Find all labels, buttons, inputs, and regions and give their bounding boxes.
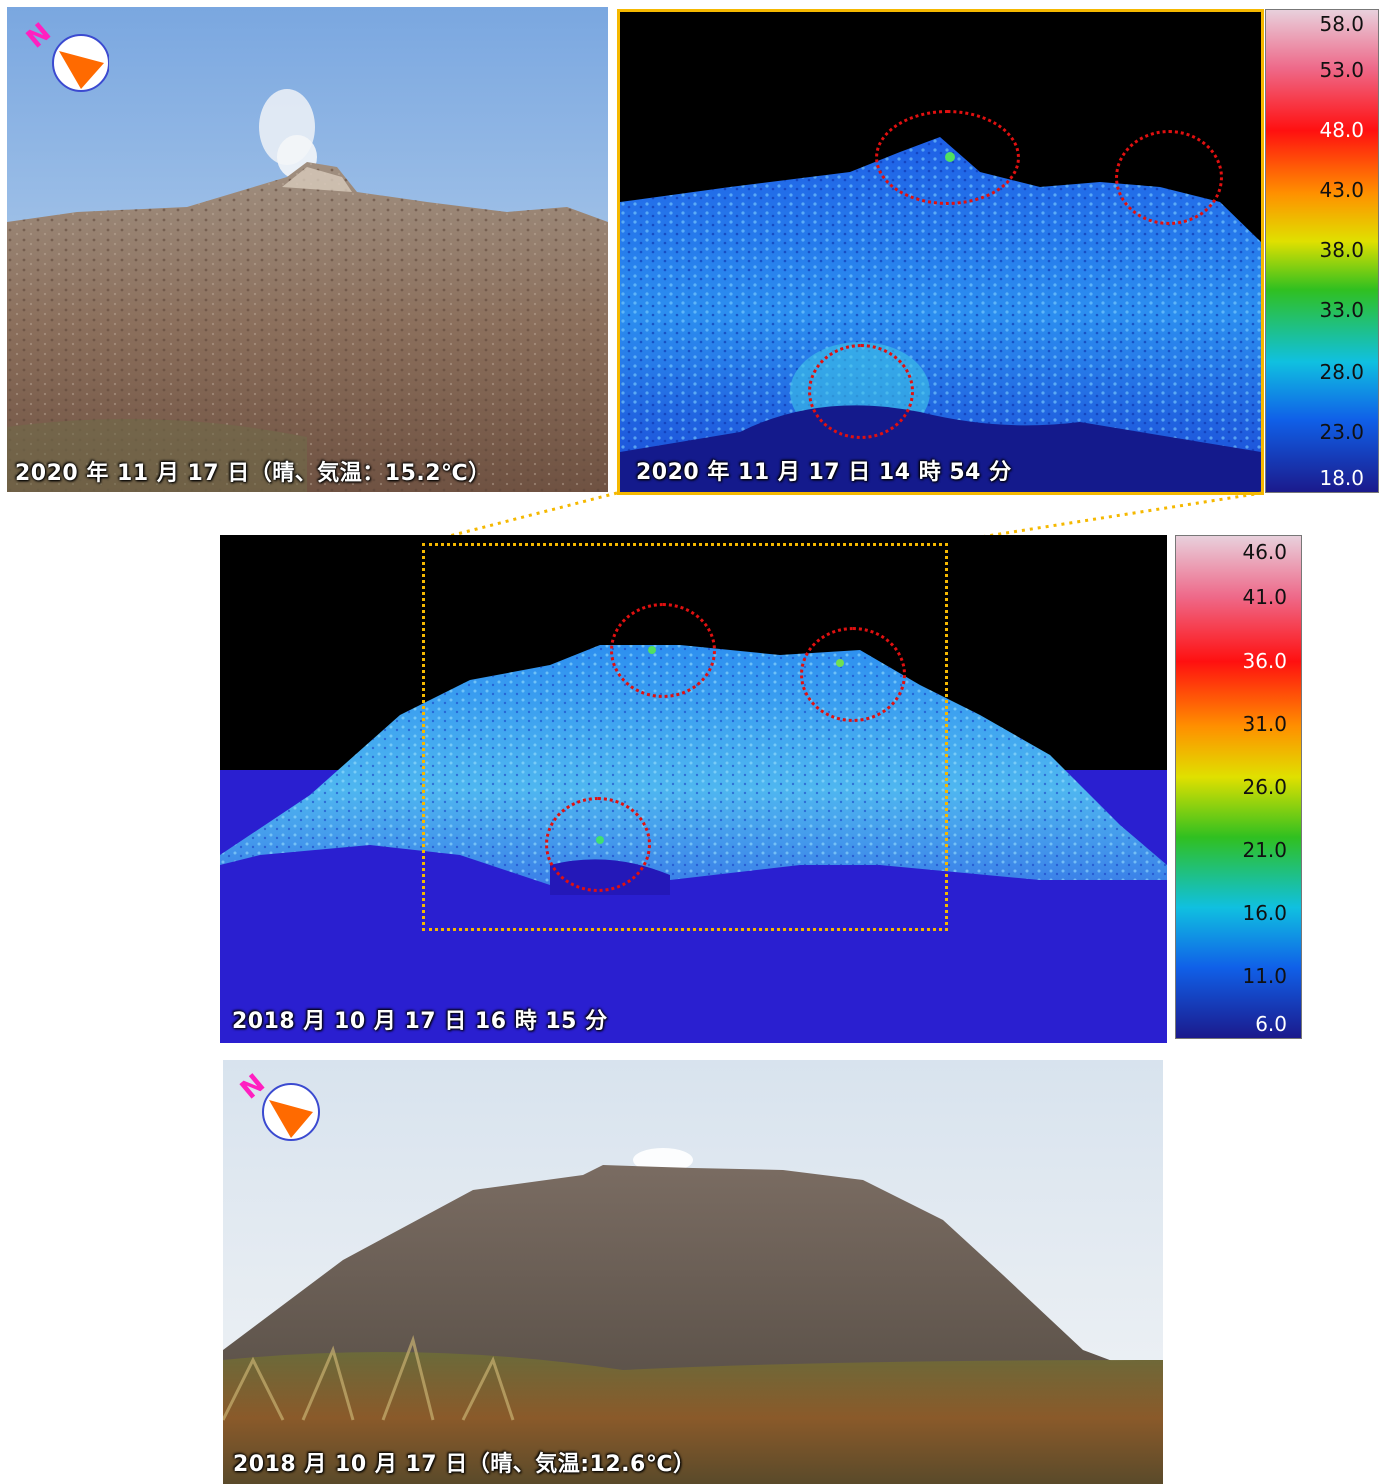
scale-tick-label: 38.0: [1319, 238, 1364, 262]
photo-2018-caption: 2018 月 10 月 17 日（晴、気温:12.6℃）: [233, 1452, 696, 1477]
thermal-2018: 2018 月 10 月 17 日 16 時 15 分: [220, 535, 1167, 1043]
scale-tick-label: 26.0: [1242, 775, 1287, 799]
scale-tick-label: 58.0: [1319, 12, 1364, 36]
scale-tick-label: 41.0: [1242, 585, 1287, 609]
photo-2020: N 2020 年 11 月 17 日（晴、気温：15.2℃）: [7, 7, 608, 492]
scale-tick-label: 28.0: [1319, 360, 1364, 384]
thermal-2020: 2020 年 11 月 17 日 14 時 54 分: [617, 9, 1264, 495]
scale-tick-label: 46.0: [1242, 540, 1287, 564]
scale-tick-label: 16.0: [1242, 901, 1287, 925]
hotspot-ring: [875, 110, 1020, 205]
compass-icon: N: [233, 1066, 323, 1146]
volcano-photo-2020: [7, 7, 608, 492]
scale-tick-label: 21.0: [1242, 838, 1287, 862]
temperature-scale-2020: 58.0 53.0 48.0 43.0 38.0 33.0 28.0 23.0 …: [1265, 9, 1379, 493]
hotspot-ring: [1115, 130, 1223, 225]
hotspot-ring: [545, 797, 651, 892]
scale-tick-label: 48.0: [1319, 118, 1364, 142]
scale-tick-label: 36.0: [1242, 649, 1287, 673]
hotspot-ring: [808, 344, 914, 439]
thermal-2020-caption: 2020 年 11 月 17 日 14 時 54 分: [636, 460, 1012, 485]
scale-tick-label: 33.0: [1319, 298, 1364, 322]
scale-tick-label: 6.0: [1255, 1012, 1287, 1036]
hotspot-ring: [610, 603, 716, 698]
scale-tick-label: 11.0: [1242, 964, 1287, 988]
zoom-box: [422, 543, 948, 931]
thermal-2018-caption: 2018 月 10 月 17 日 16 時 15 分: [232, 1009, 608, 1034]
scale-tick-label: 23.0: [1319, 420, 1364, 444]
scale-tick-label: 53.0: [1319, 58, 1364, 82]
thermal-image-2018: [220, 535, 1167, 1043]
temperature-scale-2018: 46.0 41.0 36.0 31.0 26.0 21.0 16.0 11.0 …: [1175, 535, 1302, 1039]
photo-2020-caption: 2020 年 11 月 17 日（晴、気温：15.2℃）: [15, 461, 491, 486]
scale-tick-label: 31.0: [1242, 712, 1287, 736]
thermal-image-2020: [620, 12, 1261, 492]
scale-tick-label: 18.0: [1319, 466, 1364, 490]
volcano-photo-2018: [223, 1060, 1163, 1484]
zoom-connector: [421, 491, 1263, 545]
compass-icon: N: [19, 15, 109, 95]
hotspot-ring: [800, 627, 906, 722]
scale-tick-label: 43.0: [1319, 178, 1364, 202]
photo-2018: N 2018 月 10 月 17 日（晴、気温:12.6℃）: [223, 1060, 1163, 1484]
